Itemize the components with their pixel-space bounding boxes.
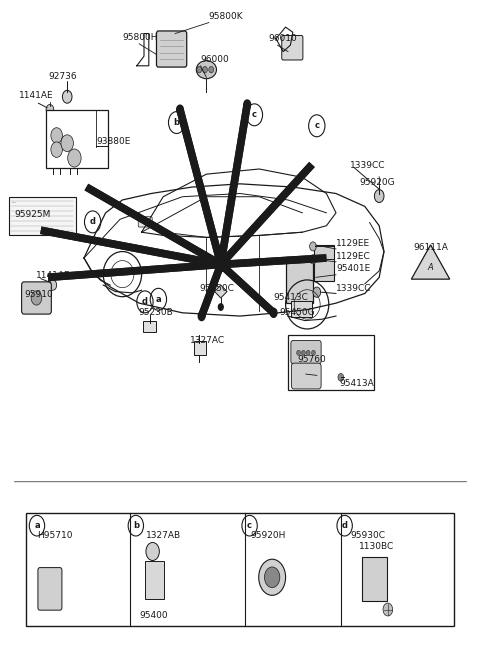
Circle shape: [301, 350, 305, 355]
Circle shape: [312, 350, 315, 355]
Text: 96000: 96000: [201, 55, 229, 64]
Text: b: b: [174, 118, 180, 127]
Text: 95800K: 95800K: [209, 12, 243, 21]
Text: 95413A: 95413A: [339, 379, 373, 388]
Circle shape: [310, 242, 316, 251]
Text: 95250C: 95250C: [199, 284, 234, 293]
Text: H95710: H95710: [37, 531, 72, 540]
Bar: [46, 110, 108, 168]
Text: 95800H: 95800H: [122, 33, 158, 42]
Text: 96111A: 96111A: [414, 243, 449, 252]
Text: a: a: [34, 521, 40, 530]
Text: 96010: 96010: [269, 34, 298, 43]
Text: 95920G: 95920G: [359, 178, 395, 187]
Text: d: d: [142, 297, 148, 306]
FancyBboxPatch shape: [291, 363, 321, 389]
Bar: [145, 561, 164, 599]
Polygon shape: [411, 245, 450, 279]
Circle shape: [197, 66, 202, 73]
Circle shape: [383, 603, 393, 616]
Circle shape: [177, 105, 183, 114]
Bar: [143, 321, 156, 332]
Text: 1141AE: 1141AE: [19, 91, 54, 100]
Bar: [26, 513, 454, 626]
Text: 95930C: 95930C: [350, 531, 385, 540]
Text: b: b: [133, 521, 139, 530]
Text: 1339CC: 1339CC: [350, 161, 386, 170]
Text: d: d: [90, 217, 96, 226]
Circle shape: [62, 90, 72, 103]
Text: 1141AE: 1141AE: [36, 271, 71, 280]
Bar: [286, 257, 313, 303]
Text: 95920H: 95920H: [251, 531, 286, 540]
Circle shape: [259, 559, 286, 595]
Circle shape: [374, 190, 384, 203]
Circle shape: [31, 291, 42, 305]
Text: 1130BC: 1130BC: [359, 542, 394, 551]
Text: 93880E: 93880E: [96, 137, 131, 146]
Circle shape: [244, 100, 251, 109]
Text: 1327AB: 1327AB: [146, 531, 181, 540]
Text: c: c: [247, 521, 252, 530]
Bar: [314, 245, 334, 281]
Polygon shape: [215, 285, 227, 298]
Text: 92736: 92736: [48, 72, 77, 81]
FancyBboxPatch shape: [38, 568, 62, 610]
Circle shape: [198, 312, 205, 321]
FancyBboxPatch shape: [22, 282, 51, 314]
Text: 95401E: 95401E: [336, 264, 370, 273]
FancyBboxPatch shape: [291, 341, 321, 364]
FancyBboxPatch shape: [138, 217, 152, 227]
Circle shape: [51, 142, 62, 157]
Circle shape: [313, 287, 321, 297]
Text: c: c: [314, 121, 319, 130]
Circle shape: [46, 104, 54, 115]
Circle shape: [61, 135, 73, 152]
Text: 1339CC: 1339CC: [336, 284, 372, 293]
Text: ...: ...: [11, 199, 16, 204]
Circle shape: [310, 255, 316, 264]
FancyBboxPatch shape: [282, 35, 303, 60]
Text: c: c: [252, 110, 257, 119]
Text: 95760: 95760: [298, 355, 326, 364]
Circle shape: [216, 257, 226, 272]
Text: 1129EE: 1129EE: [336, 239, 370, 248]
Circle shape: [68, 149, 81, 167]
Bar: [194, 341, 206, 355]
Circle shape: [338, 373, 344, 381]
Text: 95400: 95400: [139, 611, 168, 620]
Circle shape: [264, 567, 280, 588]
Text: d: d: [342, 521, 348, 530]
Bar: [362, 557, 387, 601]
Bar: [291, 301, 312, 317]
FancyBboxPatch shape: [156, 31, 187, 67]
Circle shape: [218, 304, 223, 310]
Text: 95450G: 95450G: [279, 308, 315, 317]
Circle shape: [297, 350, 300, 355]
Text: 95413C: 95413C: [274, 293, 309, 302]
Bar: [288, 335, 374, 390]
Circle shape: [49, 280, 57, 290]
Circle shape: [51, 128, 62, 143]
Ellipse shape: [196, 61, 216, 79]
Circle shape: [203, 66, 207, 73]
Circle shape: [209, 66, 214, 73]
Text: 1129EC: 1129EC: [336, 252, 371, 261]
Text: A: A: [428, 263, 433, 272]
Bar: [9, 197, 76, 235]
Text: a: a: [156, 295, 161, 304]
Text: 95925M: 95925M: [14, 210, 51, 219]
Text: 95910: 95910: [24, 290, 53, 299]
Circle shape: [270, 308, 277, 317]
Text: 1327AC: 1327AC: [190, 336, 225, 345]
Text: 95230B: 95230B: [138, 308, 173, 317]
Circle shape: [146, 542, 159, 561]
Circle shape: [306, 350, 310, 355]
